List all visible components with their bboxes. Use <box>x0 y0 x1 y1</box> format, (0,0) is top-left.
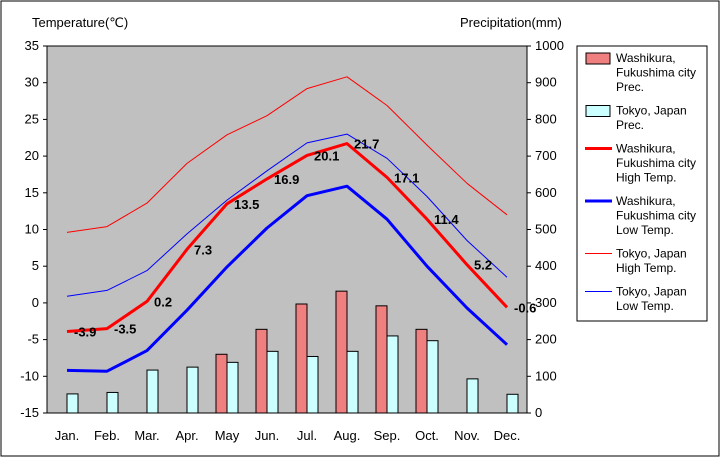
right-tick-label: 200 <box>535 332 557 347</box>
data-labels: -3.9 -3.5 0.2 7.3 13.5 16.9 20.1 21.7 17.1 11.4 5.… <box>74 137 536 340</box>
right-tick-label: 300 <box>535 295 557 310</box>
legend-label: Fukushima city <box>616 66 696 80</box>
data-label: 16.9 <box>274 172 299 187</box>
left-axis: 35 30 25 20 15 10 5 0 -5 -10 -15 <box>20 38 47 420</box>
data-label: 21.7 <box>354 137 379 152</box>
x-axis: Jan. Feb. Mar. Apr. May Jun. Jul. Aug. Sep. Oct. N… <box>55 428 521 443</box>
legend-label: Low Temp. <box>616 223 674 237</box>
legend-label: High Temp. <box>616 171 676 185</box>
left-tick-label: -15 <box>20 405 39 420</box>
x-tick-label: Jul. <box>297 428 317 443</box>
x-tick-label: Nov. <box>454 428 480 443</box>
left-tick-label: 5 <box>32 258 39 273</box>
legend-label: Tokyo, Japan <box>616 285 687 299</box>
left-tick-label: 30 <box>25 75 39 90</box>
data-label: 7.3 <box>194 242 212 257</box>
x-tick-label: Aug. <box>334 428 361 443</box>
bar <box>375 305 388 414</box>
line-series <box>66 76 509 373</box>
bar <box>186 366 199 414</box>
bar <box>466 378 479 414</box>
line-series-path <box>66 133 508 297</box>
x-tick-label: Oct. <box>415 428 439 443</box>
data-label: 11.4 <box>434 212 459 227</box>
line-series-path <box>66 142 509 333</box>
legend-label: Tokyo, Japan <box>616 104 687 118</box>
legend-label: Prec. <box>616 118 644 132</box>
bar <box>415 328 428 414</box>
left-tick-label: 15 <box>25 185 39 200</box>
legend-label: Prec. <box>616 80 644 94</box>
bar <box>66 393 79 414</box>
legend-label: Tokyo, Japan <box>616 247 687 261</box>
left-tick-label: 20 <box>25 148 39 163</box>
bar <box>346 350 359 414</box>
legend-label: Washikura, <box>616 142 676 156</box>
bar <box>215 353 228 414</box>
legend-label: Low Temp. <box>616 299 674 313</box>
right-tick-label: 900 <box>535 75 557 90</box>
x-tick-label: May <box>215 428 240 443</box>
bar <box>426 340 439 414</box>
bar <box>266 350 279 414</box>
bar <box>146 369 159 414</box>
data-label: 13.5 <box>234 197 259 212</box>
bar <box>306 355 319 414</box>
left-tick-label: 25 <box>25 111 39 126</box>
legend-label: Washikura, <box>616 194 676 208</box>
data-label: 17.1 <box>394 170 419 185</box>
x-tick-label: Sep. <box>374 428 401 443</box>
left-tick-label: -10 <box>20 368 39 383</box>
x-tick-label: Apr. <box>175 428 198 443</box>
legend-label: Fukushima city <box>616 209 696 223</box>
data-label: -3.5 <box>114 322 136 337</box>
left-tick-label: -5 <box>27 332 39 347</box>
right-tick-label: 500 <box>535 222 557 237</box>
data-label: 0.2 <box>154 294 172 309</box>
left-tick-label: 10 <box>25 222 39 237</box>
bar <box>295 303 308 414</box>
x-tick-label: Dec. <box>494 428 521 443</box>
bar <box>386 335 399 414</box>
left-axis-title: Temperature(℃) <box>32 15 128 30</box>
right-tick-label: 1000 <box>535 38 564 53</box>
bar <box>255 328 268 414</box>
line-series-path <box>66 184 509 373</box>
data-label: -0.6 <box>514 300 536 315</box>
data-label: 5.2 <box>474 258 492 273</box>
right-tick-label: 600 <box>535 185 557 200</box>
right-tick-label: 700 <box>535 148 557 163</box>
line-series-path <box>66 76 508 233</box>
legend-label: High Temp. <box>616 261 676 275</box>
legend-swatch <box>585 52 611 65</box>
right-axis-title: Precipitation(mm) <box>460 15 562 30</box>
right-tick-label: 400 <box>535 258 557 273</box>
legend-label: Fukushima city <box>616 156 696 170</box>
left-tick-label: 0 <box>32 295 39 310</box>
bar <box>335 290 348 414</box>
plot-area <box>46 45 528 414</box>
data-label: 20.1 <box>314 148 339 163</box>
bar <box>506 393 519 414</box>
right-tick-label: 100 <box>535 368 557 383</box>
bar <box>226 361 239 414</box>
x-tick-label: Jan. <box>55 428 80 443</box>
legend-swatch <box>585 105 611 117</box>
data-label: -3.9 <box>74 325 96 340</box>
bar <box>106 391 119 414</box>
legend-label: Washikura, <box>616 51 676 65</box>
x-tick-label: Jun. <box>255 428 280 443</box>
right-tick-label: 0 <box>535 405 542 420</box>
left-tick-label: 35 <box>25 38 39 53</box>
right-tick-label: 800 <box>535 111 557 126</box>
x-tick-label: Mar. <box>134 428 159 443</box>
x-tick-label: Feb. <box>94 428 120 443</box>
legend-box <box>576 45 708 322</box>
bar-series <box>66 290 519 414</box>
